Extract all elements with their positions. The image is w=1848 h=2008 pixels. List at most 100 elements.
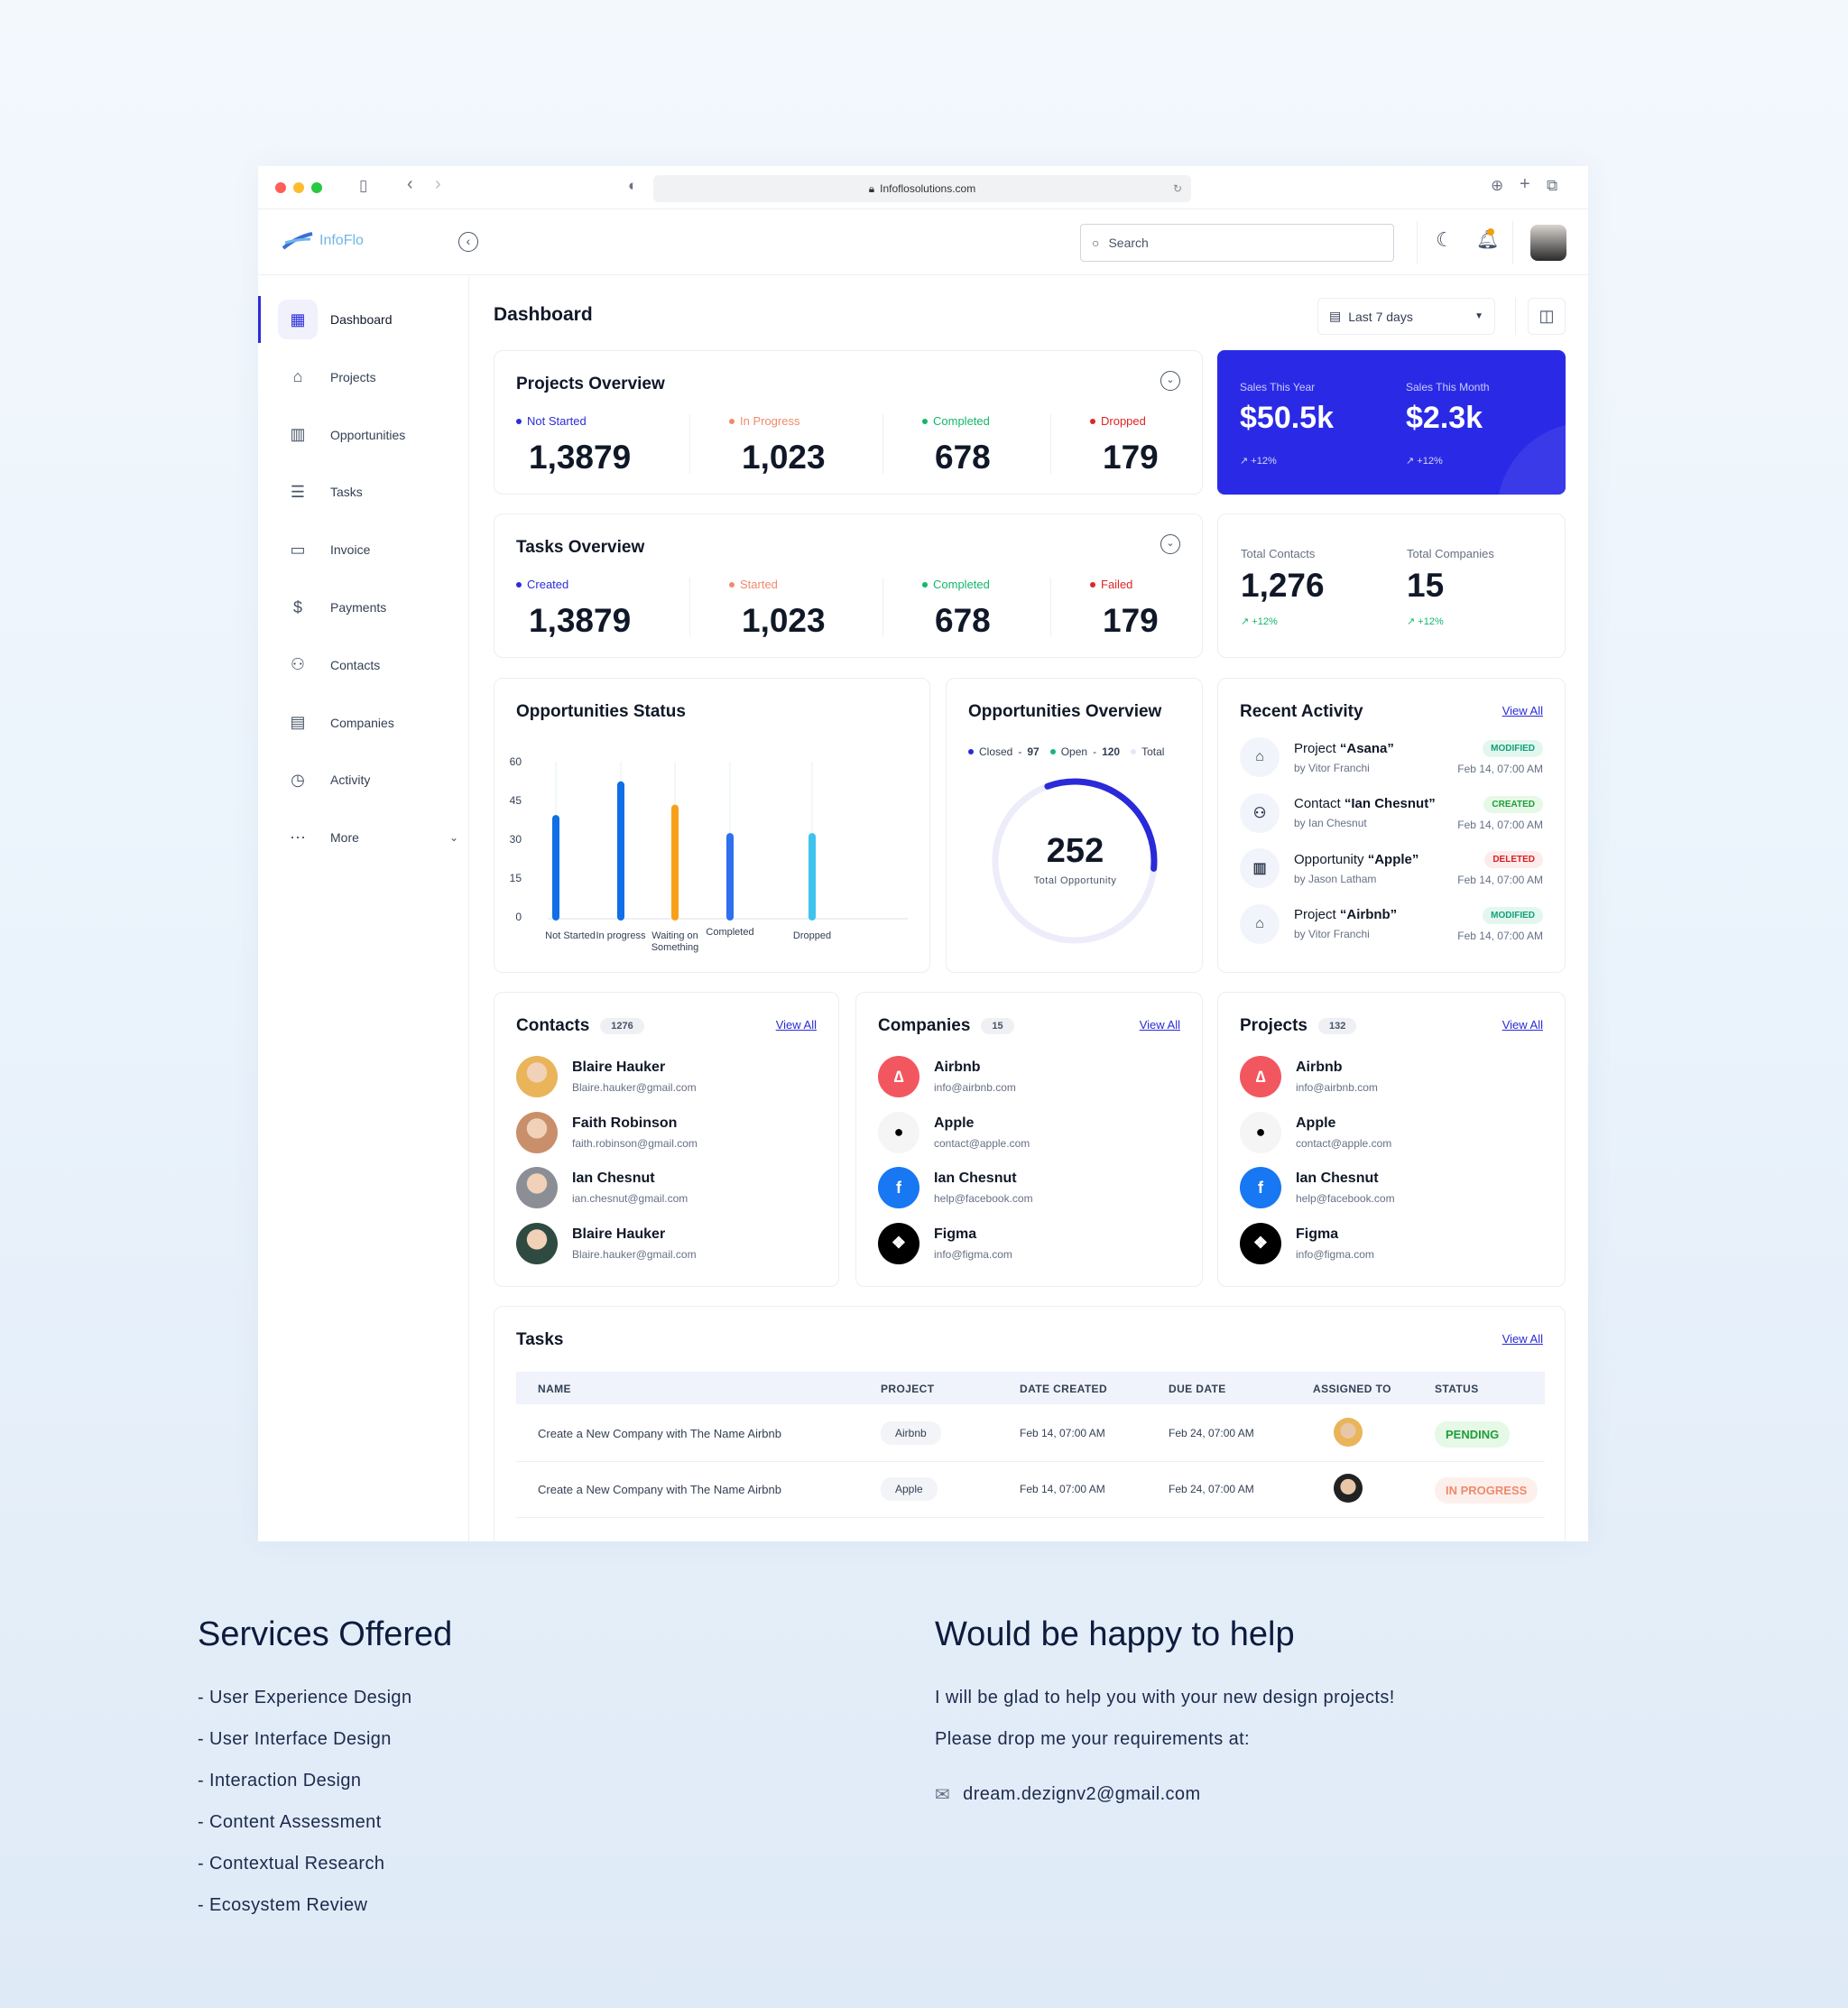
download-icon[interactable]: ⊕: [1491, 177, 1504, 194]
list-item[interactable]: ∆ Airbnb info@airbnb.com: [1240, 1054, 1543, 1099]
divider: [1515, 298, 1516, 335]
list-item[interactable]: ● Apple contact@apple.com: [1240, 1110, 1543, 1155]
y-tick-label: 45: [510, 794, 522, 807]
stat-label: Created: [516, 578, 631, 591]
sidebar-item-invoice[interactable]: ▭ Invoice: [278, 528, 458, 571]
sidebar-item-more[interactable]: ⋯ More ⌄: [278, 816, 458, 859]
sidebar-item-dashboard[interactable]: ▦ Dashboard: [278, 298, 458, 341]
list-item[interactable]: Faith Robinson faith.robinson@gmail.com: [516, 1110, 817, 1155]
activity-item[interactable]: ▥ Opportunity “Apple” by Jason Latham DELET…: [1240, 846, 1543, 891]
list-item[interactable]: Ian Chesnut ian.chesnut@gmail.com: [516, 1165, 817, 1210]
maximize-window-button[interactable]: [311, 182, 322, 193]
search-icon: ○: [1092, 236, 1100, 250]
item-email: Blaire.hauker@gmail.com: [572, 1081, 697, 1094]
view-all-link[interactable]: View All: [1502, 704, 1543, 717]
trend-up-icon: ↗: [1406, 456, 1418, 467]
back-icon[interactable]: ‹: [407, 174, 413, 194]
column-header: DATE CREATED: [1020, 1383, 1108, 1395]
recent-activity-card: Recent Activity View All ⌂ Project “Asana…: [1217, 678, 1566, 973]
table-header: [516, 1372, 1545, 1404]
sidebar-item-contacts[interactable]: ⚇ Contacts: [278, 643, 458, 687]
activity-meta: CREATED Feb 14, 07:00 AM: [1457, 795, 1543, 831]
tabs-icon[interactable]: ⧉: [1547, 177, 1558, 194]
list-item[interactable]: ❖ Figma info@figma.com: [1240, 1221, 1543, 1266]
sidebar-toggle-icon[interactable]: ▯: [359, 177, 368, 194]
email-link[interactable]: ✉ dream.dezignv2@gmail.com: [935, 1783, 1201, 1806]
view-all-link[interactable]: View All: [1139, 1018, 1180, 1032]
address-bar[interactable]: 🔒︎ Infoflosolutions.com ↻: [653, 175, 1191, 202]
list-item[interactable]: ● Apple contact@apple.com: [878, 1110, 1180, 1155]
status-badge: MODIFIED: [1483, 740, 1543, 757]
task-name[interactable]: Create a New Company with The Name Airbn…: [538, 1427, 781, 1440]
layout-toggle-button[interactable]: ◫: [1528, 298, 1566, 335]
task-name[interactable]: Create a New Company with The Name Airbn…: [538, 1483, 781, 1496]
activity-item[interactable]: ⌂ Project “Airbnb” by Vitor Franchi MODIFIE…: [1240, 902, 1543, 947]
activity-title: Project “Airbnb”: [1294, 907, 1443, 922]
activity-item[interactable]: ⚇ Contact “Ian Chesnut” by Ian Chesnut CREA…: [1240, 791, 1543, 836]
collapse-sidebar-button[interactable]: ‹: [458, 232, 478, 252]
reload-icon[interactable]: ↻: [1172, 182, 1182, 195]
card-title: Opportunities Status: [516, 702, 686, 721]
list-item[interactable]: Blaire Hauker Blaire.hauker@gmail.com: [516, 1054, 817, 1099]
new-tab-icon[interactable]: +: [1520, 174, 1530, 194]
list-item-text: Ian Chesnut help@facebook.com: [934, 1171, 1033, 1205]
chart-icon: ▥: [290, 425, 306, 444]
project-tag: Apple: [881, 1477, 938, 1501]
stat-value: 678: [935, 439, 991, 476]
divider: [882, 414, 883, 474]
forward-icon[interactable]: ›: [435, 174, 441, 194]
projects-overview-card: Projects Overview ⌄ Not Started 1,3879 In Pr…: [494, 350, 1203, 495]
sales-month-value: $2.3k: [1406, 401, 1483, 435]
decorative-circle: [1497, 422, 1566, 495]
view-all-link[interactable]: View All: [775, 1018, 817, 1032]
expand-chevron-icon[interactable]: ⌄: [1160, 371, 1180, 391]
avatar: [516, 1111, 558, 1153]
dark-mode-moon-icon[interactable]: ☾: [1436, 228, 1454, 251]
view-all-link[interactable]: View All: [1502, 1332, 1543, 1346]
status-badge: PENDING: [1435, 1421, 1511, 1448]
divider: [1512, 221, 1513, 264]
logo[interactable]: InfoFlo: [282, 230, 364, 252]
sidebar-item-payments[interactable]: $ Payments: [278, 586, 458, 629]
expand-chevron-icon[interactable]: ⌄: [1160, 534, 1180, 554]
list-item[interactable]: f Ian Chesnut help@facebook.com: [1240, 1165, 1543, 1210]
legend-dot: [1090, 418, 1095, 424]
activity-type: Opportunity: [1294, 851, 1368, 867]
view-all-link[interactable]: View All: [1502, 1018, 1543, 1032]
activity-type: Project: [1294, 740, 1340, 756]
sidebar-item-activity[interactable]: ◷ Activity: [278, 758, 458, 801]
activity-time: Feb 14, 07:00 AM: [1457, 874, 1543, 886]
stat-label-text: Dropped: [1101, 414, 1146, 428]
sidebar-item-companies[interactable]: ▤ Companies: [278, 701, 458, 745]
stat-label: In Progress: [729, 414, 826, 428]
date-range-select[interactable]: ▤ Last 7 days ▼: [1317, 298, 1495, 335]
card-title: Recent Activity: [1240, 702, 1363, 721]
notification-bell-icon[interactable]: 🔔︎: [1476, 228, 1500, 250]
list-item[interactable]: f Ian Chesnut help@facebook.com: [878, 1165, 1180, 1210]
card-title: Projects Overview: [516, 375, 665, 393]
chevron-down-icon: ▼: [1474, 311, 1483, 321]
list-item[interactable]: ∆ Airbnb info@airbnb.com: [878, 1054, 1180, 1099]
trend-up-icon: ↗: [1240, 456, 1252, 467]
list-item-text: Airbnb info@airbnb.com: [934, 1060, 1016, 1094]
card-title: Projects 132: [1240, 1016, 1357, 1036]
list-item[interactable]: ❖ Figma info@figma.com: [878, 1221, 1180, 1266]
row-divider: [516, 1517, 1545, 1518]
status-badge: DELETED: [1484, 851, 1543, 868]
user-avatar[interactable]: [1530, 225, 1566, 261]
sidebar-item-label: Contacts: [330, 657, 381, 672]
sidebar-item-projects[interactable]: ⌂ Projects: [278, 356, 458, 399]
count-badge: 132: [1317, 1017, 1357, 1034]
sidebar-item-tasks[interactable]: ☰ Tasks: [278, 470, 458, 514]
activity-author: by Ian Chesnut: [1294, 817, 1367, 829]
close-window-button[interactable]: [275, 182, 286, 193]
activity-text: Contact “Ian Chesnut” by Ian Chesnut: [1294, 796, 1443, 829]
search-input[interactable]: ○ Search: [1080, 224, 1394, 262]
list-item[interactable]: Blaire Hauker Blaire.hauker@gmail.com: [516, 1221, 817, 1266]
legend-dot: [516, 581, 522, 588]
lock-icon: 🔒︎: [868, 181, 875, 195]
minimize-window-button[interactable]: [293, 182, 304, 193]
activity-item[interactable]: ⌂ Project “Asana” by Vitor Franchi MODIFIED…: [1240, 735, 1543, 780]
sidebar-item-opportunities[interactable]: ▥ Opportunities: [278, 413, 458, 457]
x-tick-label: In progress: [596, 930, 646, 941]
